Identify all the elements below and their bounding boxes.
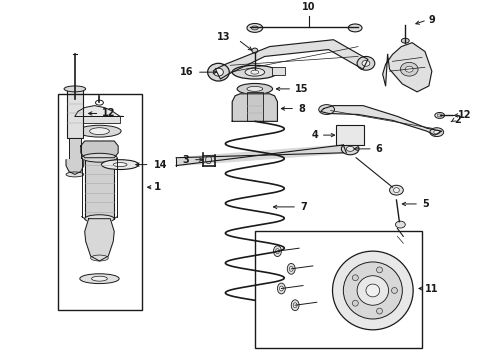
- Ellipse shape: [352, 300, 358, 306]
- Text: 14: 14: [153, 159, 167, 170]
- Ellipse shape: [78, 125, 121, 137]
- Ellipse shape: [247, 86, 263, 91]
- Ellipse shape: [366, 284, 380, 297]
- Ellipse shape: [273, 246, 281, 257]
- Ellipse shape: [64, 86, 86, 92]
- Ellipse shape: [319, 105, 335, 114]
- Ellipse shape: [275, 249, 279, 253]
- Ellipse shape: [82, 153, 117, 162]
- Text: 16: 16: [180, 67, 194, 77]
- Bar: [67, 89, 83, 138]
- Polygon shape: [85, 219, 114, 261]
- Polygon shape: [75, 105, 123, 116]
- Polygon shape: [176, 145, 346, 166]
- Ellipse shape: [377, 308, 383, 314]
- Ellipse shape: [101, 160, 139, 170]
- Text: 2: 2: [454, 115, 461, 125]
- Ellipse shape: [85, 215, 114, 222]
- Ellipse shape: [291, 300, 299, 311]
- Polygon shape: [383, 43, 432, 92]
- Text: 11: 11: [425, 284, 439, 293]
- Bar: [255, 231, 422, 347]
- Ellipse shape: [232, 65, 277, 79]
- Ellipse shape: [357, 276, 389, 305]
- Ellipse shape: [237, 84, 272, 94]
- Ellipse shape: [437, 114, 442, 117]
- Text: 4: 4: [312, 130, 319, 140]
- Ellipse shape: [247, 23, 263, 32]
- Ellipse shape: [66, 172, 84, 177]
- Ellipse shape: [113, 163, 127, 167]
- Bar: [58, 94, 142, 310]
- Text: 12: 12: [102, 108, 116, 118]
- Ellipse shape: [90, 128, 109, 135]
- Bar: [79, 116, 120, 123]
- Ellipse shape: [251, 70, 259, 74]
- Text: 13: 13: [217, 32, 230, 42]
- Polygon shape: [232, 94, 277, 121]
- Ellipse shape: [251, 26, 258, 30]
- Bar: [69, 138, 81, 163]
- Ellipse shape: [289, 266, 293, 271]
- Text: 1: 1: [153, 182, 161, 192]
- Ellipse shape: [346, 147, 354, 151]
- Ellipse shape: [434, 130, 440, 134]
- Text: 10: 10: [302, 2, 316, 12]
- Ellipse shape: [279, 286, 283, 291]
- Ellipse shape: [80, 274, 119, 284]
- Ellipse shape: [342, 143, 359, 155]
- Polygon shape: [66, 160, 84, 175]
- Ellipse shape: [435, 112, 444, 118]
- Text: 6: 6: [376, 144, 383, 154]
- Ellipse shape: [401, 38, 409, 43]
- Ellipse shape: [348, 24, 362, 32]
- Ellipse shape: [362, 60, 370, 66]
- Ellipse shape: [287, 264, 295, 274]
- Ellipse shape: [405, 66, 413, 72]
- Ellipse shape: [400, 62, 418, 76]
- Ellipse shape: [392, 288, 397, 293]
- Ellipse shape: [92, 276, 107, 281]
- Ellipse shape: [352, 275, 358, 281]
- Ellipse shape: [333, 251, 413, 330]
- Bar: [271, 67, 285, 75]
- Ellipse shape: [377, 267, 383, 273]
- Text: 7: 7: [300, 202, 307, 212]
- Ellipse shape: [214, 68, 223, 76]
- Text: 5: 5: [422, 199, 429, 209]
- Ellipse shape: [395, 221, 405, 228]
- Bar: [247, 92, 263, 121]
- Text: 3: 3: [182, 155, 189, 165]
- Ellipse shape: [277, 283, 285, 294]
- Ellipse shape: [343, 262, 402, 319]
- Bar: [337, 125, 364, 145]
- Ellipse shape: [252, 48, 258, 53]
- Ellipse shape: [357, 57, 375, 70]
- Ellipse shape: [430, 128, 443, 136]
- Ellipse shape: [245, 68, 265, 76]
- Text: 9: 9: [429, 15, 436, 25]
- Bar: [342, 128, 359, 142]
- Ellipse shape: [293, 303, 297, 308]
- Ellipse shape: [91, 255, 108, 261]
- Ellipse shape: [393, 188, 399, 193]
- Text: 15: 15: [295, 84, 309, 94]
- Text: 12: 12: [458, 111, 472, 121]
- Bar: [85, 158, 114, 219]
- Text: 8: 8: [298, 104, 305, 113]
- Polygon shape: [81, 141, 118, 158]
- Polygon shape: [321, 105, 441, 135]
- Polygon shape: [216, 40, 368, 79]
- Ellipse shape: [390, 185, 403, 195]
- Ellipse shape: [208, 63, 229, 81]
